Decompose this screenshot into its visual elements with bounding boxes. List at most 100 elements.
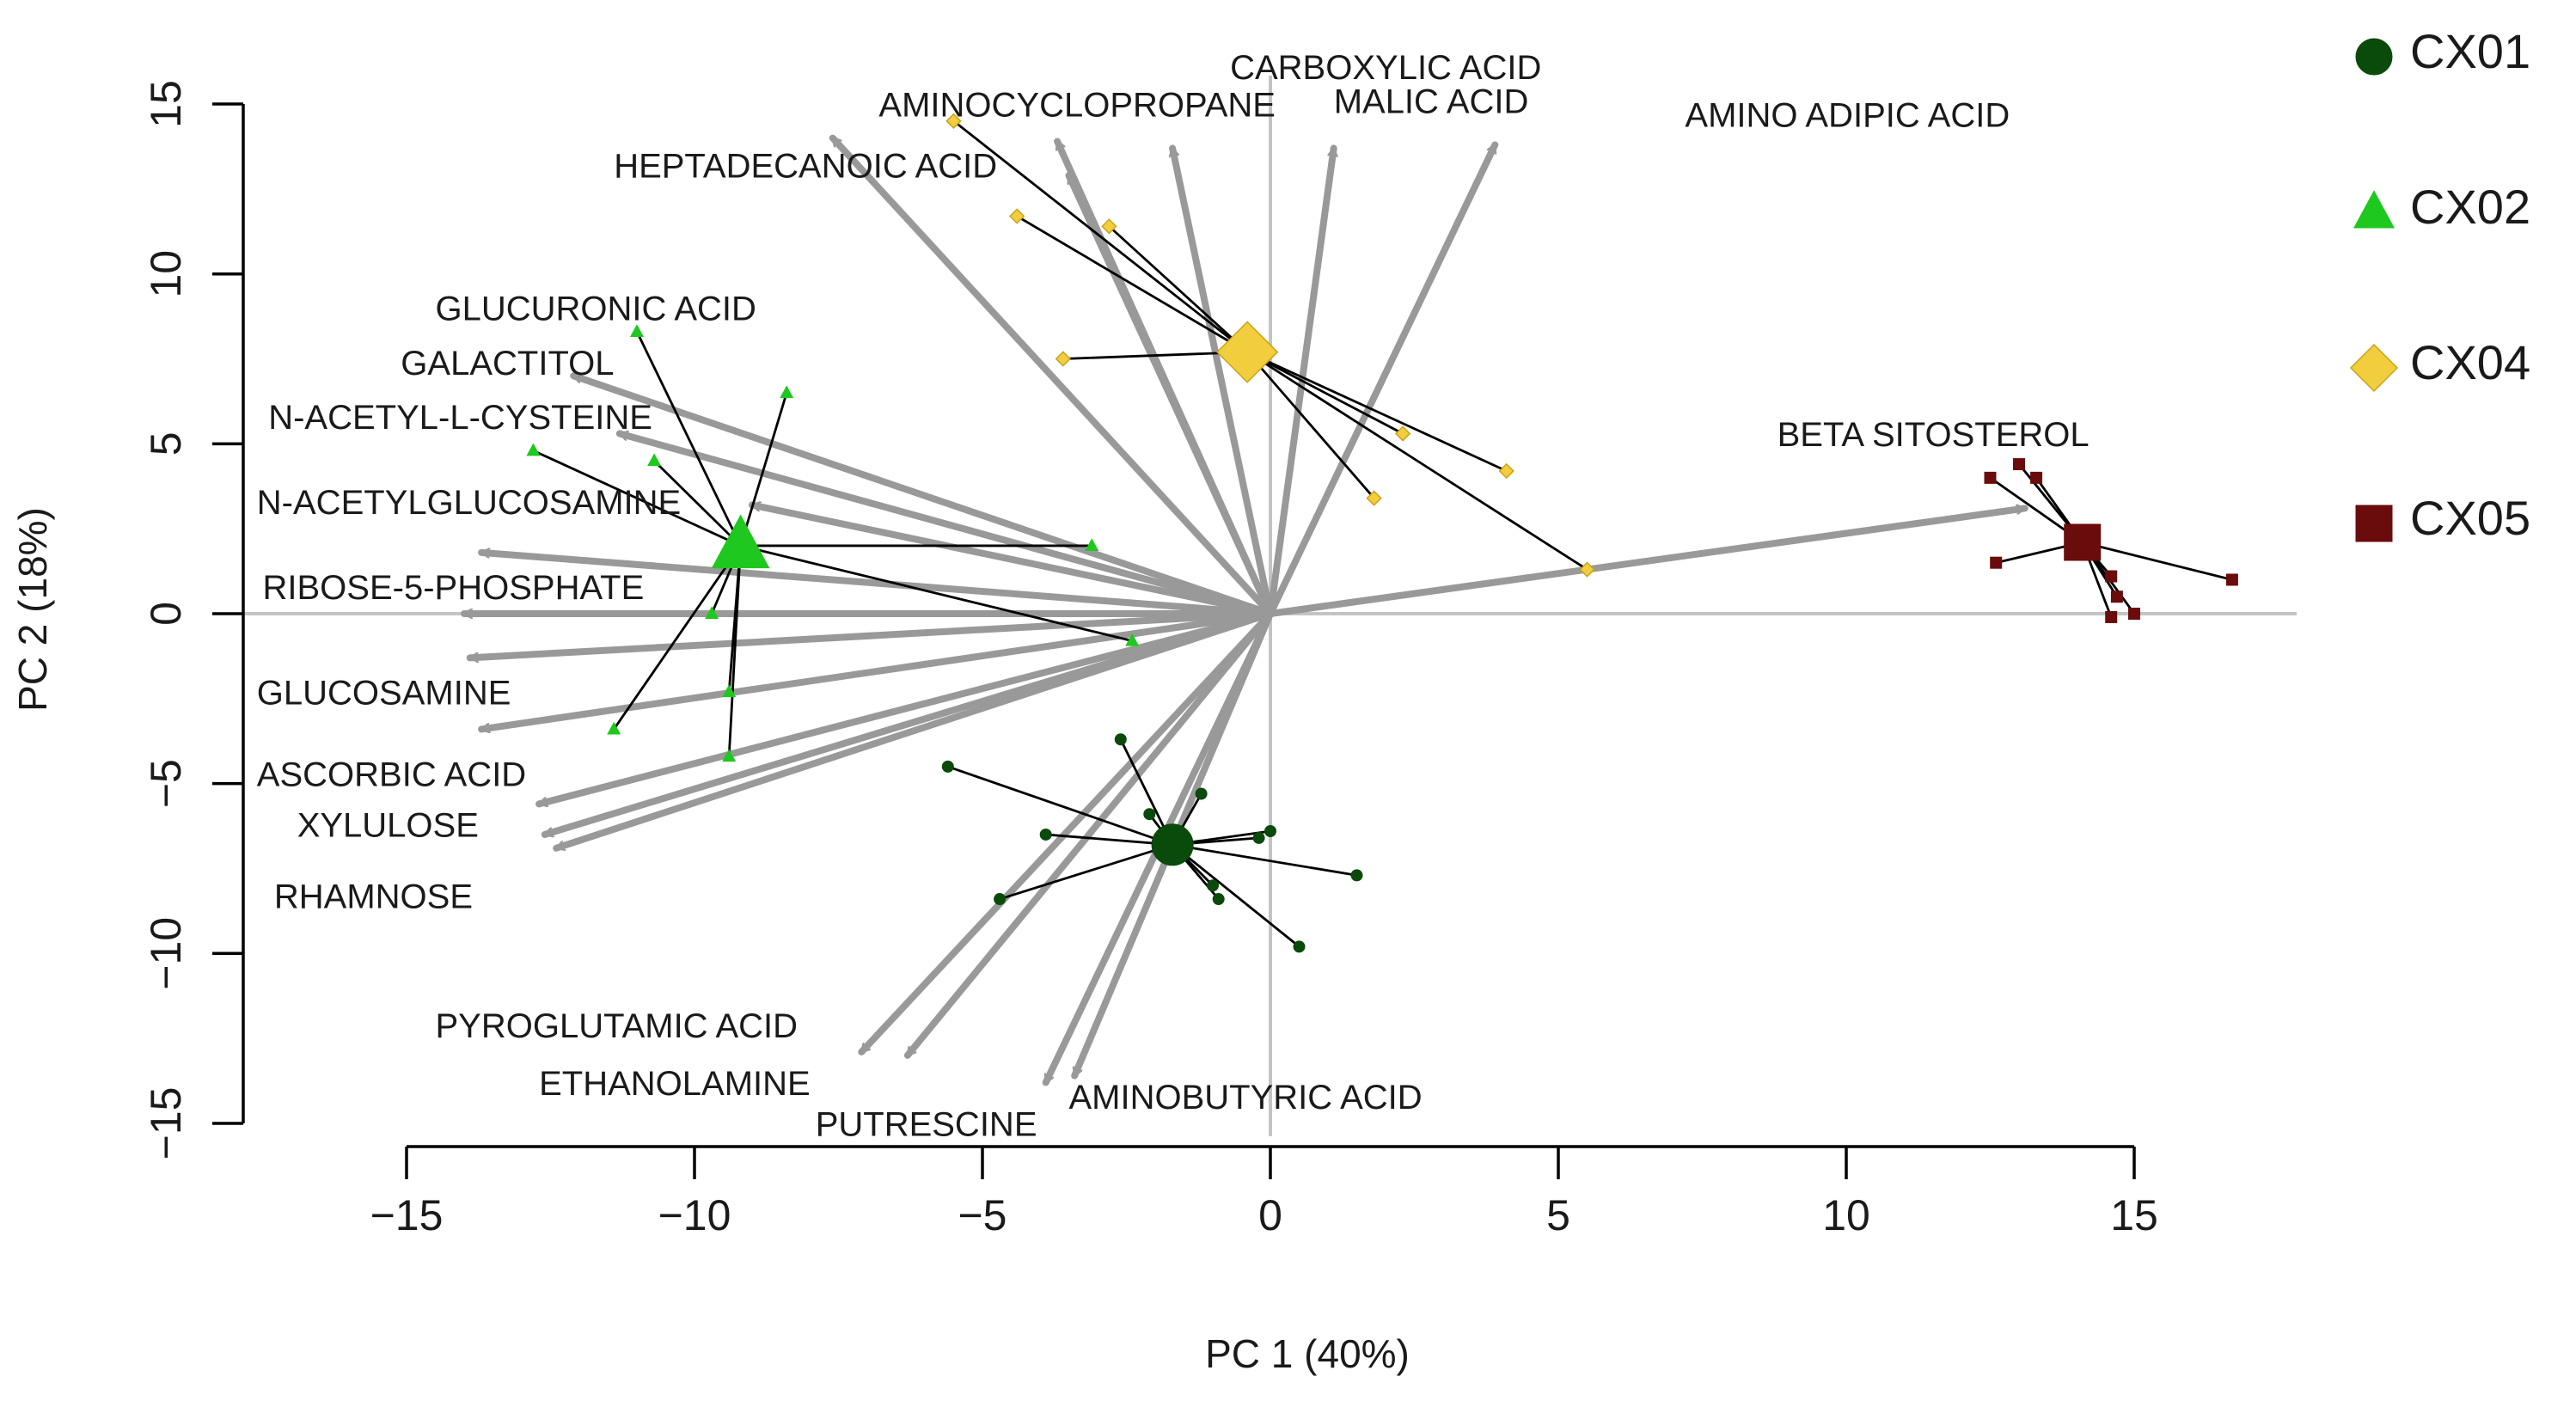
- spoke-cx04-5: [1246, 351, 1404, 435]
- loading-arrow-ribose-5-phosphate-2: [466, 610, 1274, 658]
- x-axis-title: PC 1 (40%): [1205, 1331, 1410, 1376]
- spoke-cx04-6: [1246, 351, 1508, 473]
- point-cx02-1: [630, 324, 644, 337]
- spoke-cx05-4: [2082, 541, 2233, 581]
- point-cx05-8: [2110, 590, 2123, 603]
- loading-label-pyroglutamic-acid: PYROGLUTAMIC ACID: [436, 1007, 798, 1045]
- y-tick-label: 5: [142, 431, 190, 456]
- loading-arrow-malic-acid: [1172, 144, 1274, 617]
- point-cx04-7: [1366, 490, 1382, 506]
- loading-arrow-galactitol: [615, 433, 1274, 617]
- point-cx05-1: [2013, 458, 2025, 471]
- point-cx02-10: [722, 749, 737, 762]
- legend-label-cx04: CX04: [2410, 335, 2530, 389]
- group-spokes: [532, 119, 2233, 948]
- loading-arrow-n-acetylglucosamine: [478, 553, 1274, 617]
- x-tick-label: 10: [1822, 1191, 1870, 1239]
- loading-arrow-beta-sitosterol: [1267, 508, 2028, 617]
- loading-label-putrescine: PUTRESCINE: [816, 1105, 1037, 1143]
- point-cx05-6: [2105, 570, 2118, 583]
- point-cx01-5: [1143, 808, 1156, 821]
- spoke-cx04-7: [1246, 351, 1375, 499]
- centroid-cx05: [2064, 523, 2102, 561]
- spoke-cx01-1: [947, 765, 1173, 847]
- loading-arrow-glucosamine: [478, 610, 1274, 729]
- point-cx01-9: [1252, 831, 1265, 844]
- point-cx02-9: [607, 721, 621, 735]
- point-cx05-9: [2105, 610, 2118, 623]
- y-tick-label: 10: [142, 250, 190, 298]
- point-cx04-5: [1394, 425, 1411, 442]
- spoke-cx01-12: [1172, 843, 1300, 948]
- loading-label-n-acetylglucosamine: N-ACETYLGLUCOSAMINE: [257, 484, 681, 522]
- loading-arrow-glucuronic-acid: [570, 372, 1274, 617]
- point-cx01-8: [1212, 893, 1225, 906]
- point-cx01-1: [941, 760, 954, 773]
- legend-marker-cx01: [2355, 38, 2393, 76]
- loading-label-n-acetyl-l-cysteine: N-ACETYL-L-CYSTEINE: [268, 399, 652, 437]
- point-cx05-3: [1984, 471, 1997, 484]
- legend-marker-cx02: [2353, 190, 2395, 229]
- loading-label-carboxylic-acid: CARBOXYLIC ACID: [1230, 49, 1541, 87]
- spoke-cx01-2: [999, 843, 1173, 901]
- x-tick-label: −5: [958, 1191, 1007, 1239]
- loading-arrows: [461, 134, 2028, 1086]
- centroid-cx02: [711, 514, 770, 569]
- point-cx05-4: [2225, 573, 2238, 586]
- point-cx01-7: [1207, 879, 1219, 892]
- loading-label-galactitol: GALACTITOL: [401, 345, 614, 382]
- spoke-cx02-1: [635, 331, 742, 547]
- loading-label-aminobutyric-acid: AMINOBUTYRIC ACID: [1069, 1079, 1423, 1117]
- spoke-cx01-3: [1045, 833, 1173, 847]
- point-cx02-4: [647, 453, 662, 467]
- loading-arrow-heptadecanoic-acid: [829, 134, 1274, 617]
- y-axis-title: PC 2 (18%): [10, 507, 55, 712]
- loading-label-heptadecanoic-acid: HEPTADECANOIC ACID: [614, 148, 997, 186]
- legend-marker-cx04: [2349, 343, 2399, 393]
- y-tick-label: 0: [142, 602, 190, 626]
- spoke-cx02-2: [739, 392, 788, 547]
- loading-label-aminocyclopropane: AMINOCYCLOPROPANE: [878, 87, 1276, 125]
- point-cx04-8: [1579, 561, 1595, 578]
- point-cx05-5: [1990, 556, 2003, 569]
- y-tick-label: −5: [142, 759, 190, 808]
- legend-label-cx01: CX01: [2410, 24, 2530, 78]
- point-cx05-7: [2128, 608, 2140, 620]
- x-tick-label: 0: [1258, 1191, 1282, 1239]
- legend-label-cx05: CX05: [2410, 491, 2530, 545]
- spoke-cx02-9: [613, 545, 742, 731]
- spoke-cx02-10: [727, 545, 742, 757]
- loading-arrow-ethanolamine: [903, 610, 1274, 1059]
- loading-label-beta-sitosterol: BETA SITOSTEROL: [1778, 416, 2090, 454]
- point-cx04-2: [1009, 208, 1025, 224]
- point-cx04-3: [1101, 218, 1117, 235]
- point-cx04-4: [1055, 351, 1071, 367]
- spoke-cx02-3: [532, 449, 742, 548]
- legend-marker-cx05: [2355, 505, 2393, 542]
- loading-arrow-aminocyclopropane: [1065, 172, 1274, 617]
- spoke-cx04-1: [952, 119, 1249, 353]
- point-cx02-5: [1085, 538, 1099, 551]
- point-cx02-3: [526, 443, 541, 456]
- spoke-cx04-2: [1016, 215, 1248, 353]
- x-tick-label: 5: [1546, 1191, 1570, 1239]
- spoke-cx04-8: [1246, 351, 1588, 571]
- y-tick-label: −15: [142, 1087, 190, 1160]
- loading-arrow-pyroglutamic-acid: [858, 610, 1274, 1055]
- point-cx01-6: [1195, 787, 1208, 800]
- spoke-cx04-3: [1108, 225, 1249, 353]
- loading-arrow-n-acetyl-l-cysteine: [749, 505, 1274, 617]
- legend: CX01 CX02 CX04 CX05: [2349, 24, 2530, 545]
- loading-arrow-rhamnose: [553, 610, 1274, 852]
- group-points: [526, 113, 2238, 953]
- y-tick-label: −10: [142, 917, 190, 990]
- point-cx02-6: [705, 606, 719, 620]
- point-cx01-11: [1350, 869, 1363, 882]
- loading-label-amino-adipic-acid: AMINO ADIPIC ACID: [1685, 96, 2010, 134]
- point-cx02-8: [722, 684, 737, 697]
- point-cx01-2: [994, 893, 1007, 906]
- spoke-cx02-4: [653, 460, 742, 547]
- point-cx01-10: [1264, 824, 1276, 837]
- loading-label-ribose-5-phosphate: RIBOSE-5-PHOSPHATE: [263, 569, 645, 607]
